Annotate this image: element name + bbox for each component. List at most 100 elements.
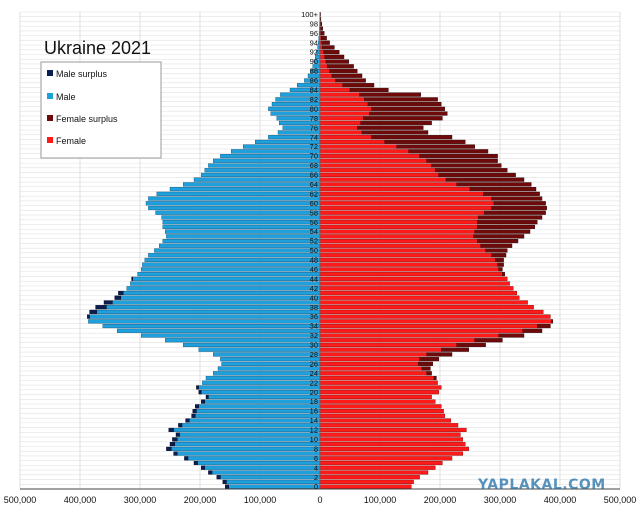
bar-male-age-38 [106,305,321,310]
bar-female-surplus-age-66 [438,172,516,177]
bar-male-age-32 [140,333,321,338]
bar-female-surplus-age-93 [322,45,335,50]
bar-female-age-43 [319,281,510,286]
bar-female-age-8 [319,446,470,451]
bar-male-surplus-age-9 [169,442,176,447]
bar-male-age-36 [89,314,321,319]
legend-label-male-surplus: Male surplus [56,69,108,79]
age-tick-label: 10 [310,435,318,444]
age-tick-label: 18 [310,397,318,406]
age-tick-label: 80 [310,104,318,113]
bar-female-surplus-age-52 [477,238,519,244]
bar-female-surplus-age-57 [478,215,543,220]
bar-female-age-86 [319,78,336,83]
bar-female-age-59 [319,205,492,211]
bar-male-age-62 [156,191,321,196]
bar-male-surplus-age-3 [208,470,213,475]
bar-female-age-31 [319,338,476,343]
bar-female-age-53 [319,234,474,239]
age-tick-label: 62 [310,189,318,198]
bar-male-age-57 [161,215,321,220]
bar-male-age-33 [116,328,321,333]
bar-female-surplus-age-72 [396,144,475,149]
bar-female-surplus-age-30 [456,342,486,348]
bar-female-age-34 [319,324,538,329]
age-tick-label: 16 [310,407,318,416]
bar-female-surplus-age-47 [497,262,504,267]
age-tick-label: 70 [310,152,318,161]
bar-male-age-63 [169,187,321,192]
bar-female-surplus-age-83 [359,92,422,97]
bar-male-age-8 [170,446,321,451]
bar-male-age-22 [202,380,321,385]
bar-male-surplus-age-39 [103,300,113,305]
bar-female-age-65 [319,177,447,182]
bar-male-age-31 [164,338,321,343]
bar-female-surplus-age-96 [320,31,325,36]
bar-female-surplus-age-75 [361,130,429,135]
bar-female-age-63 [319,187,471,192]
bar-female-age-30 [319,342,458,348]
bar-female-age-47 [319,262,498,267]
bar-male-age-29 [198,347,321,352]
bar-male-surplus-age-12 [168,427,174,433]
bar-female-age-1 [319,479,414,484]
bar-female-age-27 [319,357,420,362]
age-tick-label: 92 [310,48,318,57]
bar-female-surplus-age-87 [331,73,363,78]
bar-female-surplus-age-88 [329,68,358,74]
bar-male-age-4 [204,465,321,470]
age-tick-label: 30 [310,341,318,350]
bar-male-age-69 [212,158,321,163]
legend-swatch-female-surplus [47,115,53,121]
bar-female-age-25 [319,366,423,371]
age-tick-label: 88 [310,67,318,76]
bar-male-age-65 [193,177,321,182]
bar-male-surplus-age-20 [198,390,202,395]
bar-female-age-88 [319,68,330,74]
bar-female-age-80 [319,106,372,111]
bar-female-age-90 [319,59,327,64]
bar-female-age-12 [319,427,467,433]
age-tick-label: 42 [310,284,318,293]
bar-female-age-56 [319,220,478,225]
bar-female-age-84 [319,87,351,92]
bar-female-age-54 [319,229,476,234]
bar-female-surplus-age-34 [537,324,551,329]
bar-male-age-10 [176,437,321,442]
bar-male-age-67 [204,168,321,173]
bar-female-age-18 [319,399,436,404]
bar-male-age-53 [166,234,321,239]
bar-female-surplus-age-68 [431,163,502,168]
bar-male-age-71 [230,149,321,154]
bar-male-surplus-age-41 [118,290,124,296]
bar-female-surplus-age-78 [363,116,443,121]
bar-female-age-39 [319,300,528,305]
bar-female-age-55 [319,224,478,229]
bar-female-surplus-age-70 [419,153,498,159]
x-tick-label: 300,000 [484,495,517,505]
bar-male-surplus-age-5 [193,460,198,466]
bar-female-surplus-age-77 [360,120,432,126]
bar-female-age-24 [319,371,428,376]
bar-female-surplus-age-62 [483,191,540,196]
bar-male-age-49 [148,253,321,258]
bar-female-surplus-age-76 [357,125,424,130]
age-tick-label: 76 [310,123,318,132]
bar-female-age-87 [319,73,333,78]
bar-female-surplus-age-92 [323,50,340,55]
bar-male-surplus-age-4 [200,465,205,470]
bar-female-age-23 [319,375,435,381]
bar-female-age-7 [319,451,464,456]
bar-female-surplus-age-48 [495,257,504,263]
bar-female-age-57 [319,215,479,220]
bar-female-age-60 [319,201,495,206]
bar-female-age-36 [319,314,551,319]
bar-male-age-48 [144,257,321,263]
bar-male-age-55 [162,224,321,229]
age-tick-label: 38 [310,303,318,312]
bar-female-age-29 [319,347,442,352]
bar-male-age-5 [197,460,321,466]
bar-female-age-52 [319,238,478,244]
legend-swatch-male-surplus [47,70,53,76]
